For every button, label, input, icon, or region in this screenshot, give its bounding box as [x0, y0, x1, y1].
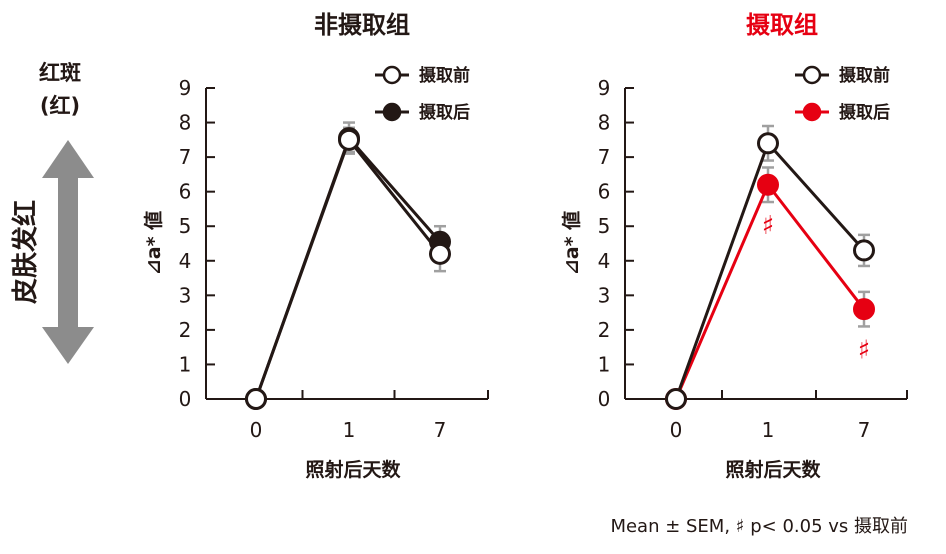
y-axis-label: ⊿a* 値 — [561, 211, 583, 275]
legend-label: 摄取后 — [419, 102, 470, 123]
significance-mark: ♯ — [762, 211, 775, 241]
significance-mark: ♯ — [858, 335, 871, 365]
y-tick-label: 5 — [179, 214, 192, 238]
data-point — [853, 298, 875, 321]
x-axis-label: 照射后天数 — [725, 458, 821, 481]
chart-title: 摄取组 — [746, 11, 818, 39]
y-tick-label: 8 — [598, 111, 611, 135]
plot-area: ♯♯ — [665, 124, 875, 410]
plot-area — [245, 121, 451, 410]
y-tick-label: 3 — [179, 283, 192, 307]
x-tick-label: 7 — [858, 418, 871, 442]
y-tick-label: 5 — [598, 214, 611, 238]
y-tick-label: 1 — [598, 352, 611, 376]
x-tick-label: 1 — [762, 418, 775, 442]
y-tick-label: 1 — [179, 352, 192, 376]
y-tick-label: 6 — [179, 180, 192, 204]
y-tick-label: 7 — [179, 145, 192, 169]
y-axis-label: ⊿a* 値 — [143, 211, 165, 275]
legend-marker — [382, 102, 402, 122]
y-tick-label: 9 — [179, 76, 192, 100]
data-point — [338, 128, 360, 151]
x-tick-label: 0 — [670, 418, 683, 442]
side-label-line2: (红) — [40, 94, 80, 118]
legend-label: 摄取前 — [839, 65, 890, 86]
y-tick-label: 4 — [598, 249, 611, 273]
series-line — [254, 135, 442, 400]
legend-label: 摄取前 — [419, 65, 470, 86]
y-tick-label: 7 — [598, 145, 611, 169]
x-tick-label: 0 — [250, 418, 263, 442]
y-tick-label: 3 — [598, 283, 611, 307]
legend-marker — [802, 65, 822, 85]
footnote: Mean ± SEM, ♯ p< 0.05 vs 摄取前 — [610, 516, 908, 537]
legend-label: 摄取后 — [839, 102, 890, 123]
y-tick-label: 0 — [179, 387, 192, 411]
double-arrow-icon — [42, 140, 94, 364]
chart-title: 非摄取组 — [314, 11, 410, 39]
x-axis-label: 照射后天数 — [305, 458, 401, 481]
y-tick-label: 4 — [179, 249, 192, 273]
side-label: 红斑 (红) 皮肤发红 — [10, 61, 94, 364]
side-label-line1: 红斑 — [39, 61, 81, 85]
y-tick-label: 6 — [598, 180, 611, 204]
side-label-vertical: 皮肤发红 — [10, 200, 41, 304]
y-tick-label: 0 — [598, 387, 611, 411]
legend-marker — [802, 102, 822, 122]
legend-marker — [382, 65, 402, 85]
y-tick-label: 8 — [179, 111, 192, 135]
data-point — [757, 132, 779, 155]
data-point — [665, 388, 687, 410]
data-point — [429, 242, 451, 265]
y-tick-label: 9 — [598, 76, 611, 100]
data-point — [245, 388, 267, 410]
y-tick-label: 2 — [598, 318, 611, 342]
series-line — [254, 136, 442, 400]
y-tick-label: 2 — [179, 318, 192, 342]
x-tick-label: 1 — [343, 418, 356, 442]
data-point — [853, 239, 875, 262]
x-tick-label: 7 — [434, 418, 447, 442]
data-point — [757, 173, 779, 196]
axes: 0 1 2 3 4 5 6 7 8 9 0 1 7 — [598, 76, 908, 442]
